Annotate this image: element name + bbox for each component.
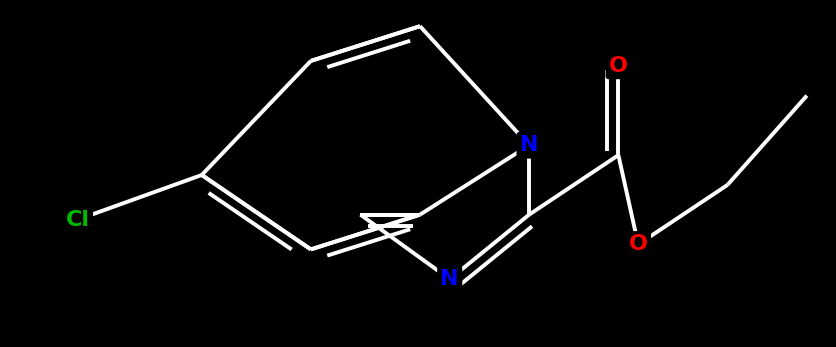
Text: N: N: [520, 135, 538, 155]
Text: O: O: [609, 56, 628, 76]
Text: O: O: [629, 235, 648, 254]
Text: Cl: Cl: [66, 210, 89, 230]
Text: N: N: [441, 269, 459, 289]
